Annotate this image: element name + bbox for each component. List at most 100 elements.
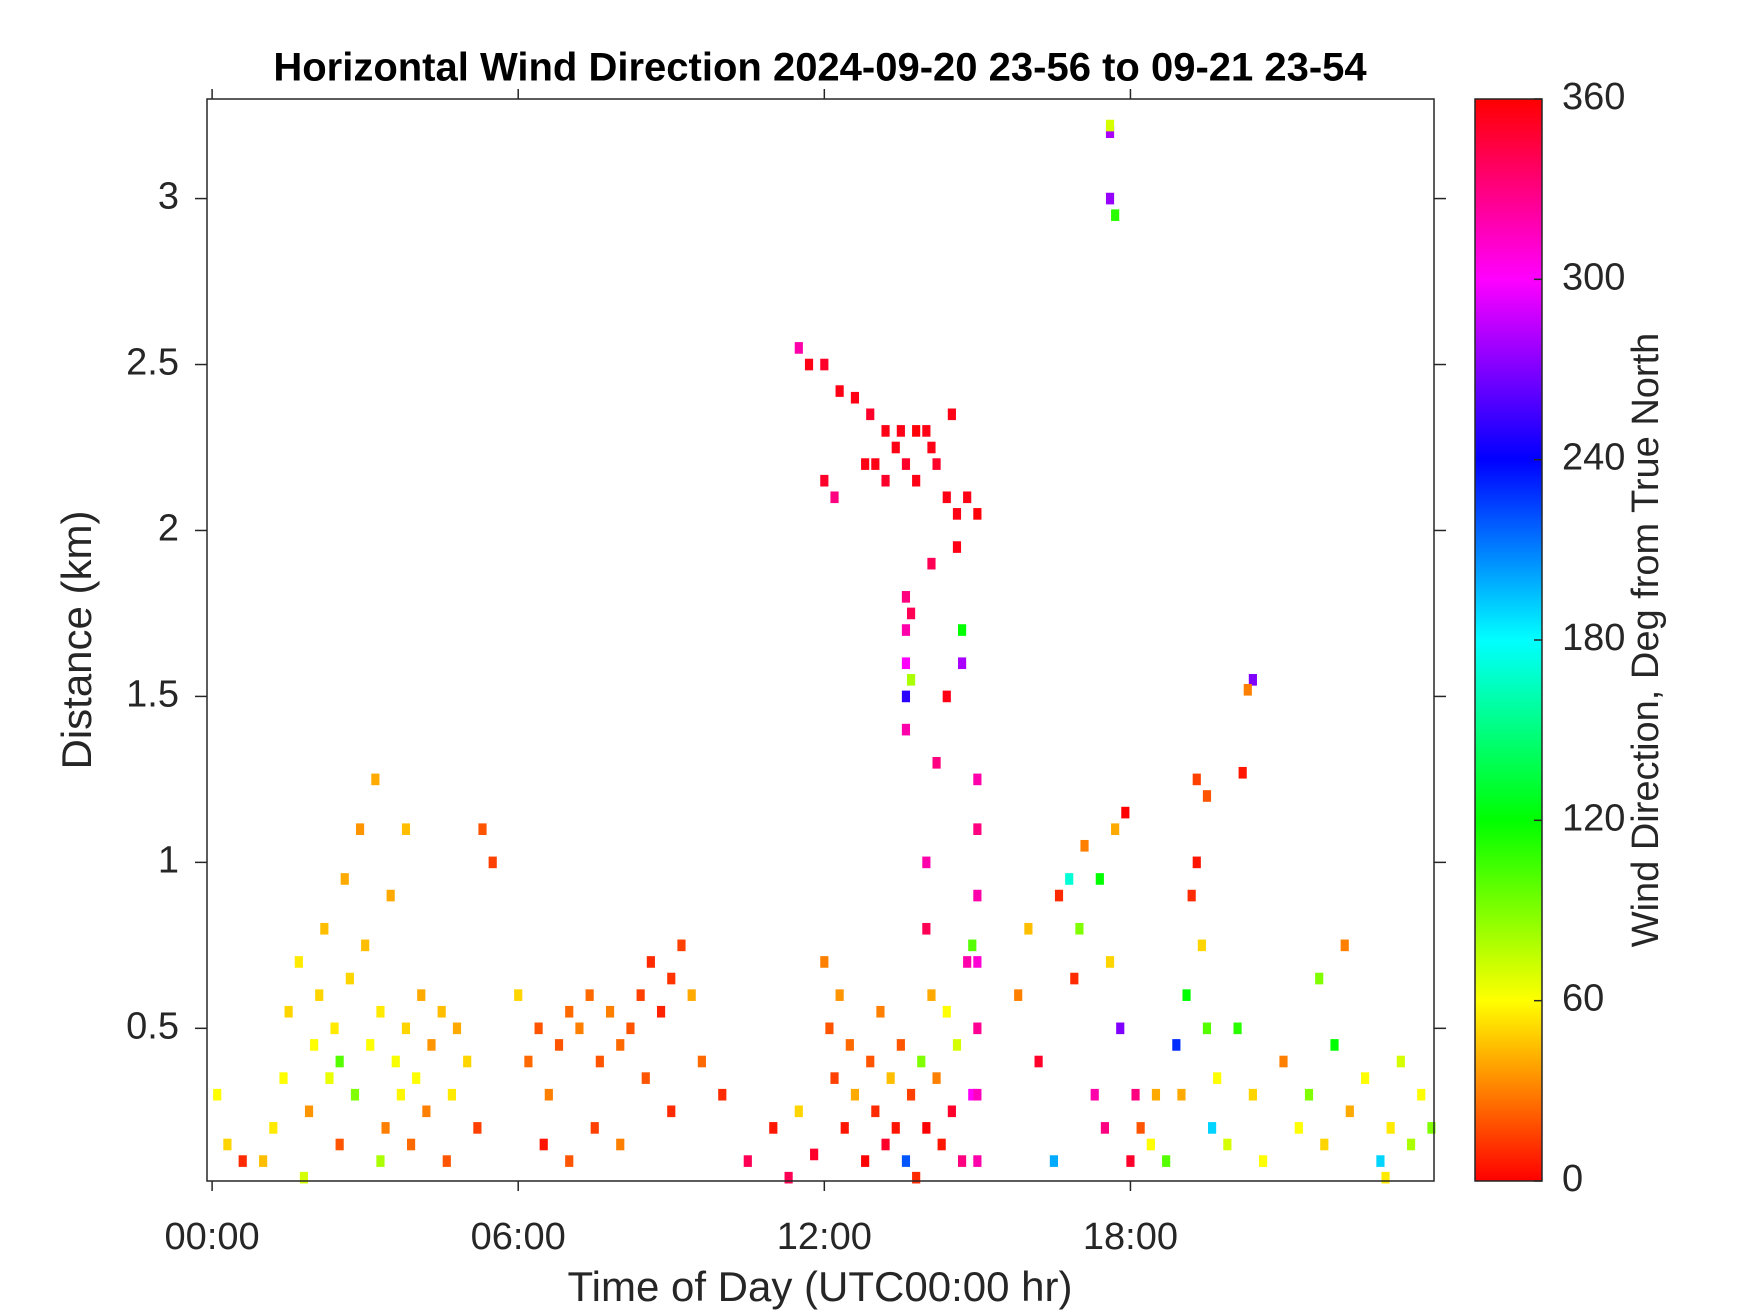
cell bbox=[922, 856, 931, 869]
cell bbox=[371, 773, 380, 786]
cell bbox=[376, 1155, 385, 1167]
cell bbox=[279, 1072, 288, 1084]
cell bbox=[412, 1072, 421, 1084]
cell bbox=[1248, 1088, 1257, 1101]
cell bbox=[1090, 1088, 1099, 1101]
cell bbox=[845, 1039, 854, 1051]
cell bbox=[861, 1155, 870, 1167]
y-axis-label: Distance (km) bbox=[53, 510, 100, 769]
cell bbox=[1213, 1072, 1222, 1084]
cell bbox=[850, 391, 860, 404]
colorbar-label: Wind Direction, Deg from True North bbox=[1625, 333, 1667, 948]
cell bbox=[1065, 873, 1074, 885]
cell bbox=[1105, 126, 1115, 138]
cell bbox=[952, 508, 962, 520]
cell bbox=[422, 1105, 431, 1118]
cell bbox=[269, 1122, 278, 1134]
cell bbox=[366, 1039, 375, 1051]
cell bbox=[825, 1022, 834, 1035]
cell bbox=[810, 1148, 819, 1161]
cell bbox=[427, 1039, 436, 1051]
cell bbox=[1248, 674, 1257, 686]
cell bbox=[917, 1055, 926, 1068]
x-tick-label: 18:00 bbox=[1083, 1216, 1178, 1258]
plot-frame bbox=[206, 98, 1435, 1182]
cell bbox=[1243, 683, 1252, 696]
cell bbox=[896, 425, 905, 437]
cell bbox=[437, 1005, 446, 1018]
cell bbox=[386, 889, 395, 902]
x-axis-label: Time of Day (UTC00:00 hr) bbox=[568, 1263, 1073, 1310]
cell bbox=[1131, 1088, 1140, 1101]
cell bbox=[881, 425, 890, 437]
cell bbox=[565, 1005, 574, 1018]
cell bbox=[932, 1072, 941, 1084]
cell bbox=[1172, 1039, 1181, 1051]
cell bbox=[901, 1155, 911, 1167]
cell bbox=[294, 956, 303, 968]
cell bbox=[881, 474, 890, 487]
cell bbox=[968, 1088, 977, 1101]
cell bbox=[335, 1055, 344, 1068]
cell bbox=[1223, 1138, 1232, 1151]
cell bbox=[605, 1005, 615, 1018]
cell bbox=[901, 723, 911, 736]
cell bbox=[850, 1088, 860, 1101]
cell bbox=[320, 922, 329, 935]
cell bbox=[912, 474, 921, 487]
cell bbox=[641, 1072, 650, 1084]
cell bbox=[973, 1088, 982, 1101]
cell bbox=[1014, 989, 1023, 1001]
cell bbox=[1345, 1105, 1354, 1118]
cell bbox=[973, 889, 982, 902]
cell bbox=[299, 1171, 309, 1184]
cell bbox=[1182, 989, 1191, 1001]
cell bbox=[835, 385, 844, 397]
cell bbox=[417, 989, 426, 1001]
cell bbox=[1376, 1155, 1385, 1167]
cell bbox=[687, 989, 696, 1001]
cell bbox=[891, 441, 900, 454]
cell bbox=[932, 756, 941, 769]
cell bbox=[973, 1155, 982, 1167]
cell bbox=[1320, 1138, 1329, 1151]
cell bbox=[447, 1088, 456, 1101]
cell bbox=[330, 1022, 339, 1035]
cell bbox=[835, 989, 844, 1001]
cell bbox=[1116, 1022, 1125, 1035]
cell bbox=[830, 1072, 839, 1084]
cell bbox=[957, 657, 967, 670]
cell bbox=[677, 939, 686, 952]
cell bbox=[259, 1155, 268, 1167]
cell bbox=[381, 1122, 390, 1134]
cell bbox=[866, 1055, 875, 1068]
cell bbox=[1136, 1122, 1145, 1134]
cell bbox=[667, 972, 676, 985]
cell bbox=[1105, 956, 1115, 968]
cell bbox=[590, 1122, 599, 1134]
cell bbox=[794, 342, 803, 354]
cell bbox=[1075, 922, 1084, 935]
x-tick-label: 12:00 bbox=[777, 1216, 872, 1258]
cell bbox=[656, 1005, 666, 1018]
cell bbox=[1187, 889, 1196, 902]
cell bbox=[325, 1072, 334, 1084]
cell bbox=[968, 939, 977, 952]
cell bbox=[927, 441, 936, 454]
cell bbox=[1340, 939, 1349, 952]
cell bbox=[616, 1138, 625, 1151]
cell bbox=[912, 425, 921, 437]
cell bbox=[1202, 1022, 1212, 1035]
cell bbox=[1330, 1039, 1339, 1051]
cell bbox=[1396, 1055, 1405, 1068]
y-tick-label: 1 bbox=[158, 839, 179, 881]
cell bbox=[901, 690, 911, 703]
colorbar-tick-label: 300 bbox=[1562, 256, 1625, 298]
cell bbox=[585, 989, 594, 1001]
cell bbox=[1111, 209, 1120, 221]
cell bbox=[554, 1039, 564, 1051]
cell bbox=[488, 856, 497, 869]
cell bbox=[1049, 1155, 1058, 1167]
cell bbox=[1105, 192, 1115, 205]
